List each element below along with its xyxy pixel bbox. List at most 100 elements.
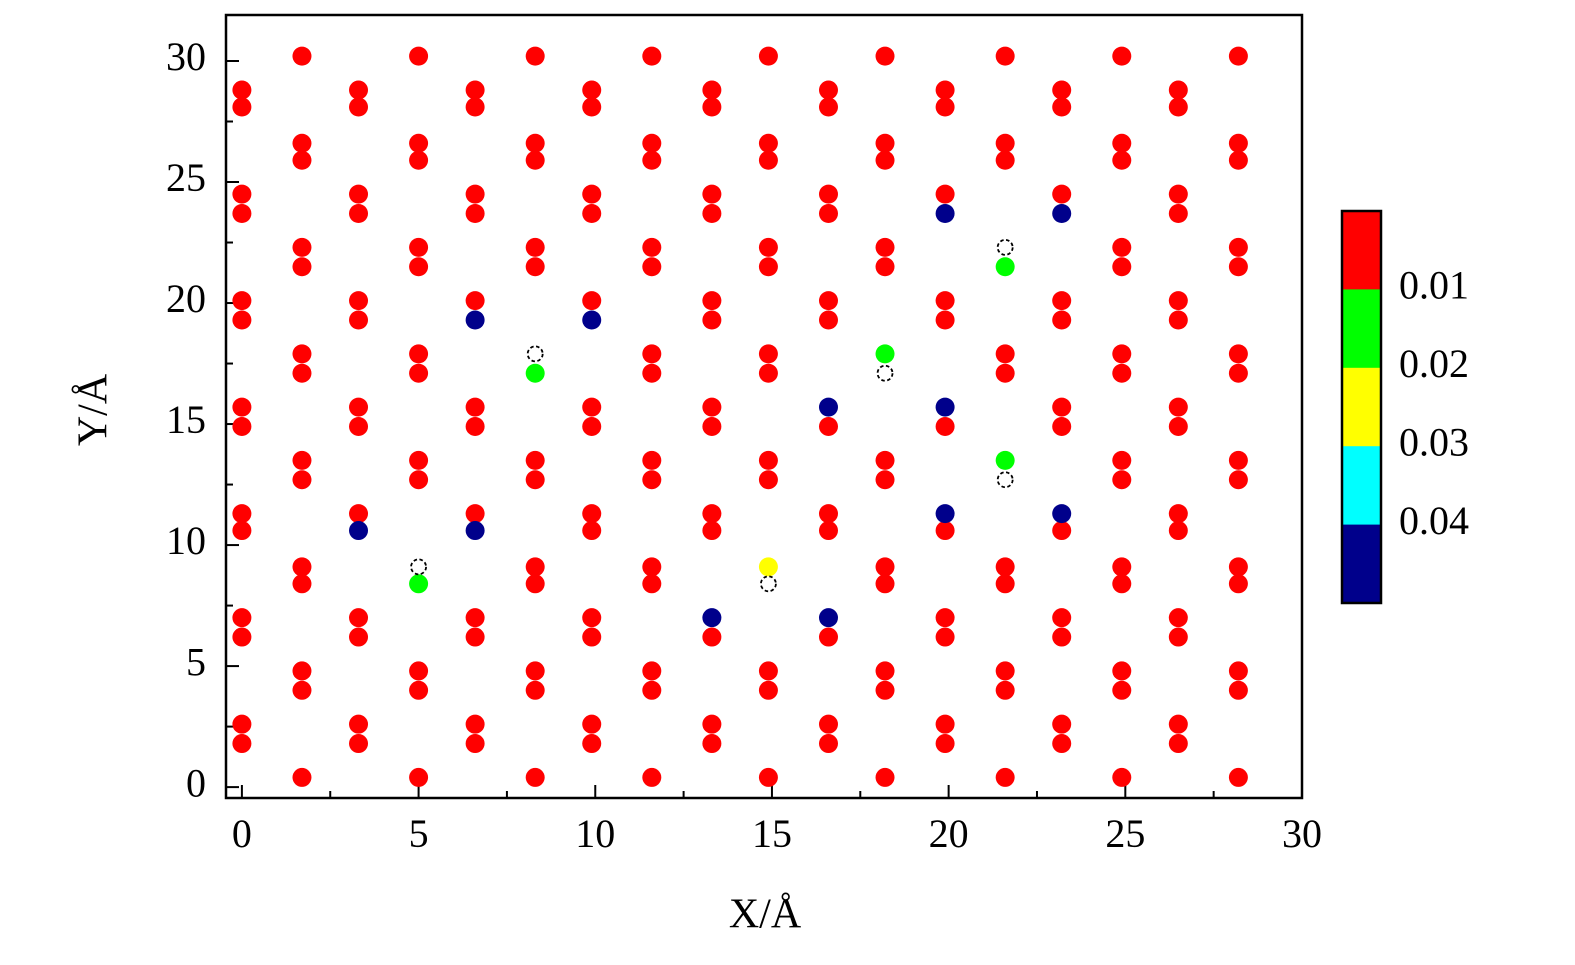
atom-point <box>1228 257 1248 277</box>
x-tick-label: 5 <box>409 811 429 856</box>
atom-point <box>1052 97 1072 117</box>
atom-point <box>465 80 485 100</box>
atom-point <box>349 97 369 117</box>
atom-point <box>1168 714 1188 734</box>
atom-point <box>642 680 662 700</box>
atom-point <box>642 557 662 577</box>
atom-point <box>465 397 485 417</box>
x-tick-label: 20 <box>929 811 969 856</box>
atom-point <box>1052 291 1072 311</box>
atom-point <box>409 661 429 681</box>
atom-point <box>292 363 312 383</box>
atom-point <box>349 291 369 311</box>
atom-point <box>642 574 662 594</box>
atom-point <box>875 150 895 170</box>
atom-point <box>1168 80 1188 100</box>
colorbar-frame <box>1340 209 1383 605</box>
atom-point <box>642 470 662 490</box>
atom-point <box>818 203 838 223</box>
atom-point <box>1052 734 1072 754</box>
atom-point <box>582 504 602 524</box>
colorbar-tick-label: 0.03 <box>1399 419 1469 464</box>
atom-point <box>292 133 312 153</box>
atom-point <box>1228 133 1248 153</box>
y-axis-title: Y/Å <box>71 373 117 446</box>
atom-point <box>1052 203 1072 223</box>
atom-point <box>232 203 252 223</box>
colorbar-tick-label: 0.02 <box>1399 341 1469 386</box>
atom-point <box>1228 150 1248 170</box>
y-tick-label: 25 <box>166 155 206 200</box>
y-tick-label: 30 <box>166 34 206 79</box>
colorbar-segment <box>1342 524 1381 604</box>
vacancy-marker <box>996 471 1014 489</box>
atom-point <box>935 416 955 436</box>
atom-point <box>758 133 778 153</box>
atom-point <box>758 661 778 681</box>
atom-point <box>1112 257 1132 277</box>
atom-point <box>1228 237 1248 257</box>
atom-point <box>702 80 722 100</box>
atom-point <box>758 680 778 700</box>
x-tick-label: 25 <box>1105 811 1145 856</box>
atom-point <box>995 661 1015 681</box>
atom-point <box>995 450 1015 470</box>
atom-point <box>1168 310 1188 330</box>
atom-point <box>1228 450 1248 470</box>
atom-point <box>818 184 838 204</box>
atom-point <box>582 184 602 204</box>
atom-point <box>232 521 252 541</box>
atom-point <box>935 291 955 311</box>
atom-point <box>995 46 1015 66</box>
atom-point <box>582 397 602 417</box>
atom-point <box>818 734 838 754</box>
atom-point <box>349 397 369 417</box>
atom-point <box>232 397 252 417</box>
atom-point <box>232 627 252 647</box>
atom-point <box>935 184 955 204</box>
atom-point <box>935 504 955 524</box>
atom-point <box>1052 416 1072 436</box>
atom-point <box>875 257 895 277</box>
atom-point <box>1052 627 1072 647</box>
atom-point <box>1168 203 1188 223</box>
atom-point <box>1228 767 1248 787</box>
atom-point <box>1168 734 1188 754</box>
atom-point <box>232 504 252 524</box>
atom-point <box>292 257 312 277</box>
atom-point <box>642 344 662 364</box>
atom-point <box>1052 80 1072 100</box>
atom-point <box>349 608 369 628</box>
atom-point <box>758 557 778 577</box>
atom-point <box>349 521 369 541</box>
colorbar-segment <box>1342 367 1381 447</box>
atom-point <box>582 627 602 647</box>
atom-point <box>935 714 955 734</box>
atom-point <box>702 608 722 628</box>
atom-point <box>525 363 545 383</box>
atom-point <box>232 714 252 734</box>
atom-point <box>292 557 312 577</box>
atom-point <box>818 504 838 524</box>
atom-point <box>875 470 895 490</box>
atom-point <box>995 133 1015 153</box>
atom-point <box>935 80 955 100</box>
atom-point <box>292 344 312 364</box>
atom-point <box>525 150 545 170</box>
atom-point <box>935 627 955 647</box>
atom-point <box>875 680 895 700</box>
atom-point <box>465 734 485 754</box>
atom-point <box>349 734 369 754</box>
atom-point <box>409 470 429 490</box>
atom-point <box>409 257 429 277</box>
colorbar-segment <box>1342 211 1381 290</box>
atom-point <box>702 714 722 734</box>
atom-point <box>409 150 429 170</box>
atom-point <box>582 521 602 541</box>
atom-point <box>292 680 312 700</box>
atom-point <box>875 237 895 257</box>
atom-point <box>1228 46 1248 66</box>
atom-point <box>525 661 545 681</box>
atom-point <box>525 133 545 153</box>
